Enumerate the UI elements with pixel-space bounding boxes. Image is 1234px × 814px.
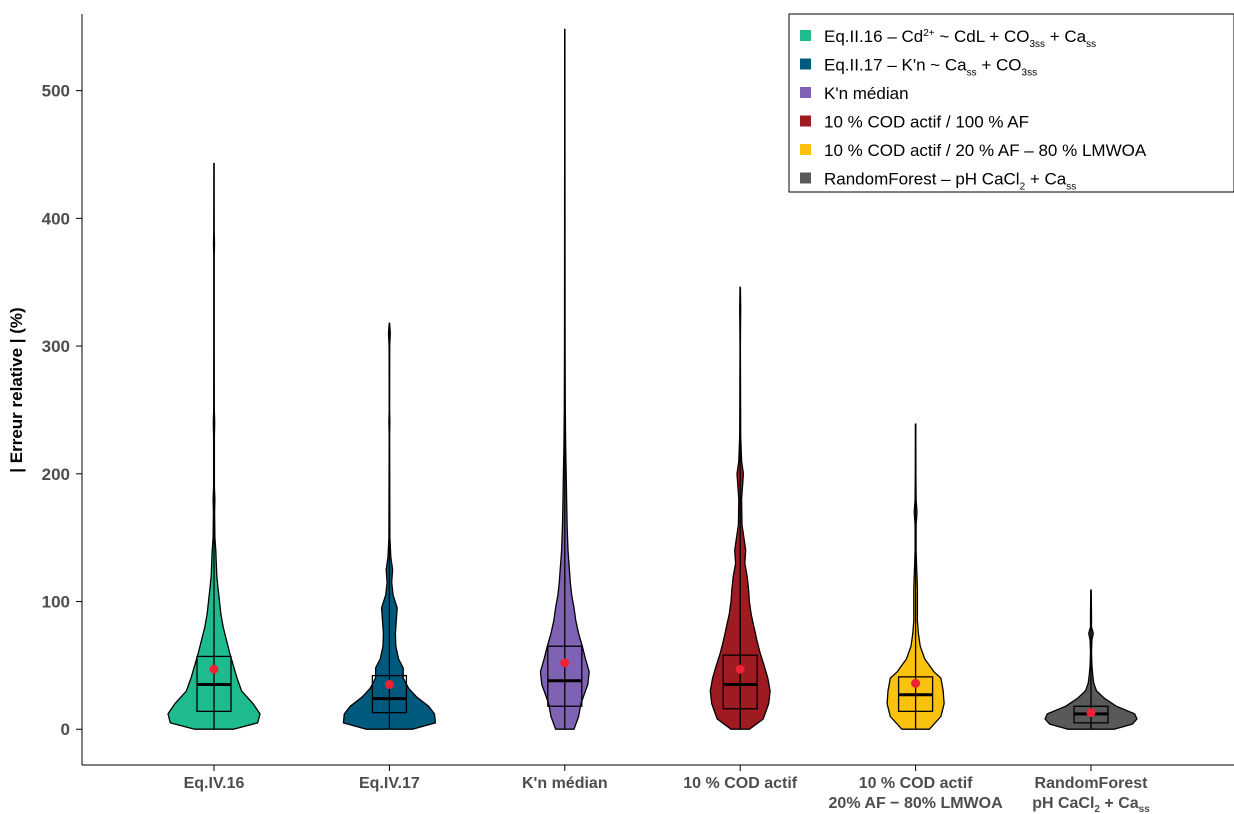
- violins-layer: [167, 28, 1138, 730]
- x-tick-label: Eq.IV.17: [359, 775, 420, 792]
- legend-swatch: [800, 144, 811, 155]
- legend-box: [788, 13, 1234, 193]
- x-tick-label: 10 % COD actif: [859, 775, 973, 792]
- legend-label: Eq.II.17 – K'n ~ Cass + CO3ss: [824, 56, 1037, 79]
- y-tick-label: 100: [42, 593, 70, 612]
- legend-swatch: [800, 30, 811, 41]
- x-ticks: Eq.IV.16 Eq.IV.17 K'n médian 10 % COD actif…: [184, 765, 1150, 814]
- legend-swatch: [800, 87, 811, 98]
- axes-layer: [81, 14, 1234, 766]
- x-tick-label: 10 % COD actif: [683, 775, 797, 792]
- x-tick-label: Eq.IV.16: [184, 775, 245, 792]
- legend-label: K'n médian: [824, 84, 909, 103]
- legend-swatch: [800, 172, 811, 184]
- x-tick-label: RandomForest: [1035, 775, 1149, 792]
- y-tick-label: 200: [42, 465, 70, 484]
- y-tick-label: 0: [61, 720, 70, 739]
- legend-label: RandomForest – pH CaCl2 + Cass: [824, 170, 1076, 193]
- legend-label: 10 % COD actif / 100 % AF: [824, 113, 1029, 132]
- mean-point: [209, 664, 219, 674]
- y-tick-label: 500: [42, 82, 70, 101]
- legend-swatch: [800, 115, 811, 127]
- mean-point: [911, 678, 921, 688]
- y-tick-label: 300: [42, 337, 70, 356]
- box: [547, 645, 583, 707]
- y-axis-title: | Erreur relative | (%): [7, 307, 26, 472]
- mean-point: [560, 658, 570, 668]
- mean-point: [1086, 708, 1096, 718]
- x-tick-label: K'n médian: [522, 775, 608, 792]
- legend-label: 10 % COD actif / 20 % AF – 80 % LMWOA: [824, 141, 1147, 160]
- mean-point: [735, 664, 745, 674]
- legend-swatch: [800, 58, 811, 70]
- mean-point: [384, 680, 394, 690]
- legend: Eq.II.16 – Cd2+ ~ CdL + CO3ss + Cass Eq.I…: [788, 13, 1234, 193]
- x-tick-label-line2: 20% AF − 80% LMWOA: [829, 795, 1004, 812]
- legend-label: Eq.II.16 – Cd2+ ~ CdL + CO3ss + Cass: [824, 27, 1096, 50]
- x-tick-label-line2: pH CaCl2 + Cass: [1032, 795, 1150, 814]
- box: [722, 654, 758, 710]
- box: [371, 674, 408, 714]
- y-ticks: 0 100 200 300 400 500: [42, 82, 82, 739]
- y-tick-label: 400: [42, 209, 70, 228]
